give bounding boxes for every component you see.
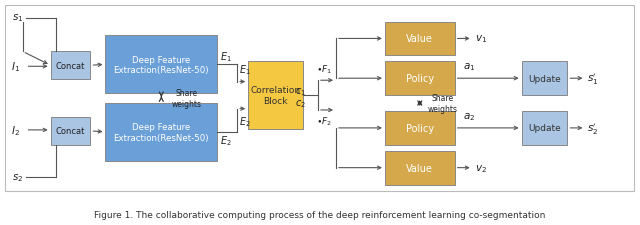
Text: $I_1$: $I_1$ — [11, 60, 20, 74]
Text: $s_2'$: $s_2'$ — [588, 121, 598, 136]
Text: Update: Update — [528, 74, 561, 83]
FancyBboxPatch shape — [51, 117, 90, 145]
Text: $\bullet F_1$: $\bullet F_1$ — [316, 63, 332, 76]
Text: $s_2$: $s_2$ — [12, 171, 23, 183]
Text: $v_2$: $v_2$ — [475, 162, 486, 174]
Text: $E_1$: $E_1$ — [220, 50, 232, 64]
FancyBboxPatch shape — [4, 6, 634, 191]
Text: Share
weights: Share weights — [172, 89, 202, 108]
Text: $v_1$: $v_1$ — [475, 33, 487, 45]
FancyBboxPatch shape — [385, 112, 454, 145]
Text: $s_1'$: $s_1'$ — [588, 71, 599, 87]
Text: $E_2$: $E_2$ — [239, 115, 251, 129]
Text: $a_2$: $a_2$ — [463, 111, 475, 122]
FancyBboxPatch shape — [106, 104, 217, 161]
Text: $I_2$: $I_2$ — [12, 124, 20, 137]
FancyBboxPatch shape — [522, 112, 568, 145]
Text: Update: Update — [528, 124, 561, 133]
Text: $c_1$: $c_1$ — [295, 86, 306, 98]
FancyBboxPatch shape — [522, 62, 568, 96]
Text: Value: Value — [406, 163, 433, 173]
Text: Policy: Policy — [406, 74, 434, 84]
FancyBboxPatch shape — [106, 36, 217, 94]
Text: $E_1$: $E_1$ — [239, 63, 251, 76]
Text: $s_1$: $s_1$ — [12, 13, 23, 24]
Text: $a_1$: $a_1$ — [463, 61, 475, 73]
Text: Share
weights: Share weights — [428, 94, 458, 113]
Text: Concat: Concat — [56, 61, 85, 70]
Text: Concat: Concat — [56, 127, 85, 136]
Text: $c_2$: $c_2$ — [295, 98, 306, 110]
Text: Correlation
Block: Correlation Block — [250, 86, 301, 105]
Text: Policy: Policy — [406, 123, 434, 133]
Text: Value: Value — [406, 34, 433, 44]
Text: $E_2$: $E_2$ — [220, 133, 232, 147]
Text: Deep Feature
Extraction(ResNet-50): Deep Feature Extraction(ResNet-50) — [113, 55, 209, 75]
FancyBboxPatch shape — [385, 151, 454, 185]
FancyBboxPatch shape — [385, 22, 454, 56]
FancyBboxPatch shape — [385, 62, 454, 96]
Text: $\bullet F_2$: $\bullet F_2$ — [316, 115, 332, 128]
FancyBboxPatch shape — [51, 52, 90, 80]
FancyBboxPatch shape — [248, 62, 303, 129]
Text: Figure 1. The collaborative computing process of the deep reinforcement learning: Figure 1. The collaborative computing pr… — [94, 210, 546, 219]
Text: Deep Feature
Extraction(ResNet-50): Deep Feature Extraction(ResNet-50) — [113, 123, 209, 142]
